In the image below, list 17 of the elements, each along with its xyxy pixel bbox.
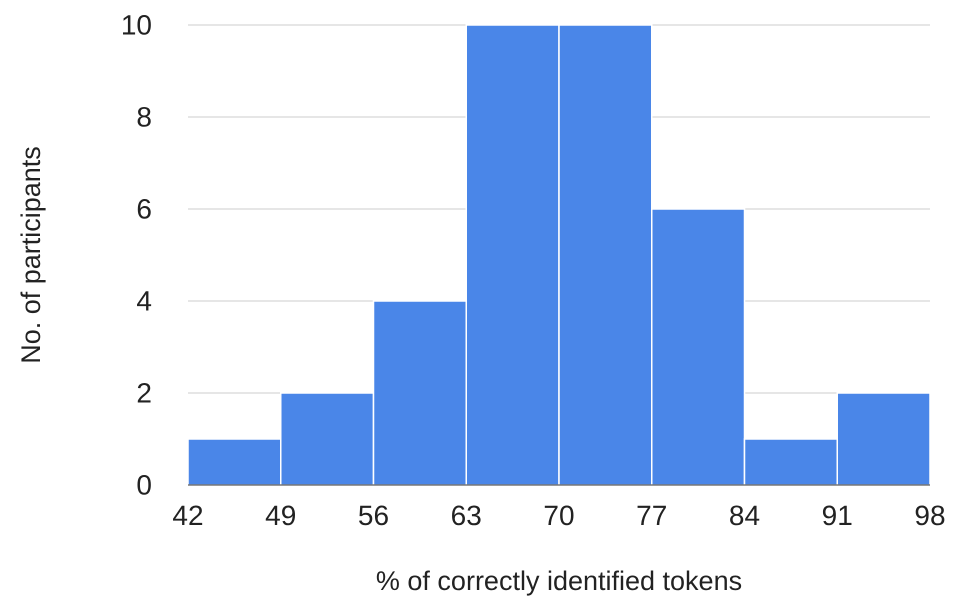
y-tick-label: 10 [120, 10, 152, 40]
x-tick-label: 91 [822, 500, 853, 531]
y-tick-label: 0 [136, 470, 152, 500]
x-axis-title: % of correctly identified tokens [376, 566, 742, 596]
y-axis-title: No. of participants [16, 146, 46, 364]
x-tick-label: 42 [172, 500, 204, 531]
y-tick-label: 6 [136, 194, 152, 224]
x-tick-label: 77 [636, 500, 668, 531]
y-tick-label: 2 [136, 378, 152, 408]
x-tick-label: 70 [543, 500, 575, 531]
x-tick-label: 56 [358, 500, 390, 531]
y-tick-label: 8 [136, 102, 152, 132]
x-tick-label: 63 [450, 500, 482, 531]
x-tick-label: 98 [914, 500, 946, 531]
x-tick-label: 84 [728, 500, 760, 531]
x-tick-label: 49 [265, 500, 296, 531]
y-tick-label: 4 [136, 286, 152, 316]
